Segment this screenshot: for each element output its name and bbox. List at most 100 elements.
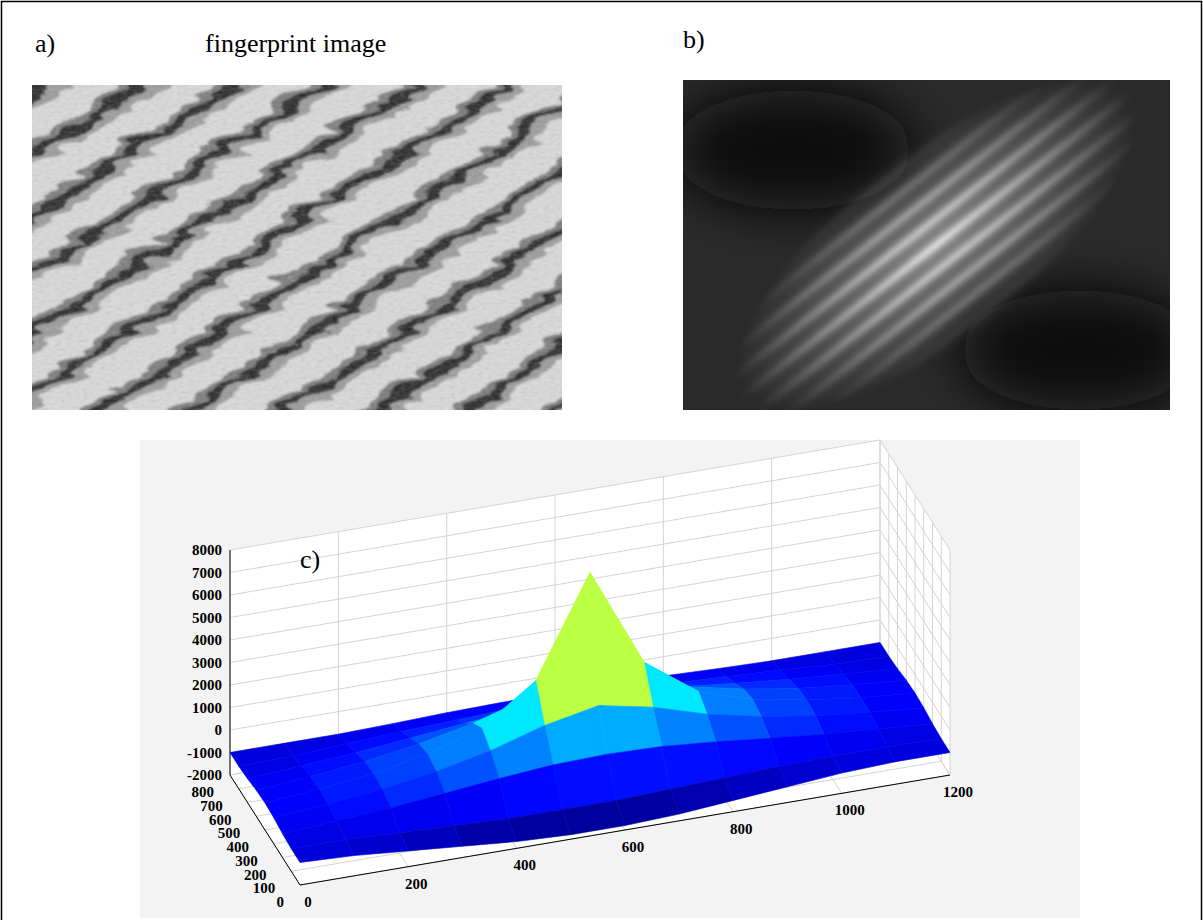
grid-line	[256, 481, 906, 816]
ridge	[32, 85, 562, 410]
x-tick-label: 200	[405, 876, 428, 892]
surface	[230, 573, 950, 863]
surface-patch	[400, 826, 463, 851]
x-tick-label: 1200	[943, 784, 973, 800]
surface-patch	[445, 779, 508, 826]
z-tick-label: 5000	[192, 610, 222, 626]
surface-patch	[590, 573, 653, 708]
ridge	[32, 85, 562, 410]
ridge	[32, 85, 562, 410]
furrow	[32, 85, 562, 410]
surface-patch	[291, 840, 354, 863]
stripe	[777, 160, 1170, 410]
z-tick-label: 3000	[192, 655, 222, 671]
panel-title: fingerprint image	[205, 29, 386, 58]
grid-line	[291, 536, 941, 871]
image-ground	[32, 85, 562, 410]
grid-line	[248, 468, 898, 803]
furrow	[32, 85, 562, 410]
image-panel	[32, 85, 562, 410]
ridge-edge	[32, 85, 562, 410]
x-tick-label: 400	[513, 857, 536, 873]
z-axis-line	[230, 550, 231, 775]
surface-patch	[670, 778, 733, 814]
panel-label: b)	[683, 25, 705, 54]
ridge-edge	[32, 85, 562, 410]
x-axis-line	[300, 775, 950, 885]
z-tick-label: 0	[215, 722, 223, 738]
y-tick-label: 300	[235, 853, 258, 869]
panel-ground	[140, 440, 1080, 918]
stripe	[764, 143, 1170, 410]
y-tick-label: 400	[227, 839, 250, 855]
figure-frame	[2, 2, 1202, 921]
stripe	[700, 80, 1170, 410]
ridge	[32, 85, 562, 410]
y-tick-label: 200	[244, 867, 267, 883]
surface-patch	[653, 707, 716, 746]
furrow	[32, 85, 562, 410]
ridge-edge	[32, 85, 562, 410]
y-tick-label: 700	[200, 798, 223, 814]
furrow	[32, 85, 562, 410]
y-tick-label: 500	[218, 825, 241, 841]
grid-line	[274, 509, 924, 844]
surface-patch	[536, 573, 599, 726]
panel-label: c)	[300, 545, 320, 574]
surface-patch	[644, 662, 707, 714]
surface-patch	[725, 766, 788, 800]
image-panel	[683, 80, 1170, 410]
surface-patch	[508, 810, 571, 842]
z-tick-label: 2000	[192, 677, 222, 693]
surface-patch	[707, 714, 770, 742]
surface-patch	[833, 747, 896, 773]
ridge	[32, 85, 562, 410]
z-tick-label: 7000	[192, 565, 222, 581]
y-tick-label: 600	[209, 812, 232, 828]
grid-line	[230, 463, 950, 573]
surface-patch	[553, 754, 616, 810]
panel-label: a)	[35, 29, 55, 58]
surface-patch	[698, 691, 761, 716]
surface-patch	[562, 801, 625, 835]
ridge-edge	[32, 85, 562, 410]
ridge-edge	[32, 85, 562, 410]
x-tick-label: 600	[622, 839, 645, 855]
furrow	[32, 85, 562, 410]
surface-patch	[744, 688, 807, 700]
surface-patch	[887, 739, 950, 762]
ridge-edge	[32, 85, 562, 410]
grid-line	[300, 550, 950, 885]
z-tick-label: -2000	[187, 767, 222, 783]
surface-patch	[735, 679, 798, 689]
surface-patch	[599, 706, 662, 755]
grid-line	[239, 454, 889, 789]
surface-patch	[345, 833, 408, 856]
furrow	[32, 85, 562, 410]
furrow	[32, 85, 562, 410]
surface-patch	[753, 699, 816, 716]
z-tick-label: 8000	[192, 542, 222, 558]
y-axis-line	[230, 775, 300, 885]
surface-patch	[616, 789, 679, 825]
z-tick-label: 1000	[192, 700, 222, 716]
x-tick-label: 1000	[835, 802, 865, 818]
figure: a)fingerprint imageb)0200400600800100012…	[0, 0, 1203, 922]
furrow	[32, 85, 562, 410]
stripe	[726, 93, 1170, 410]
surface-patch	[499, 765, 562, 819]
z-tick-label: 4000	[192, 632, 222, 648]
surface-patch	[779, 756, 842, 787]
ridge	[32, 85, 562, 410]
surface-patch	[454, 819, 517, 846]
ridge-edge	[32, 85, 562, 410]
z-tick-label: 6000	[192, 587, 222, 603]
ridge	[32, 85, 562, 410]
stripe	[713, 80, 1170, 410]
y-tick-label: 0	[277, 894, 285, 910]
x-tick-label: 0	[304, 894, 312, 910]
ridge-edge	[32, 85, 562, 410]
furrow	[32, 85, 562, 410]
ridge-edge	[32, 85, 562, 410]
furrow	[32, 85, 562, 410]
